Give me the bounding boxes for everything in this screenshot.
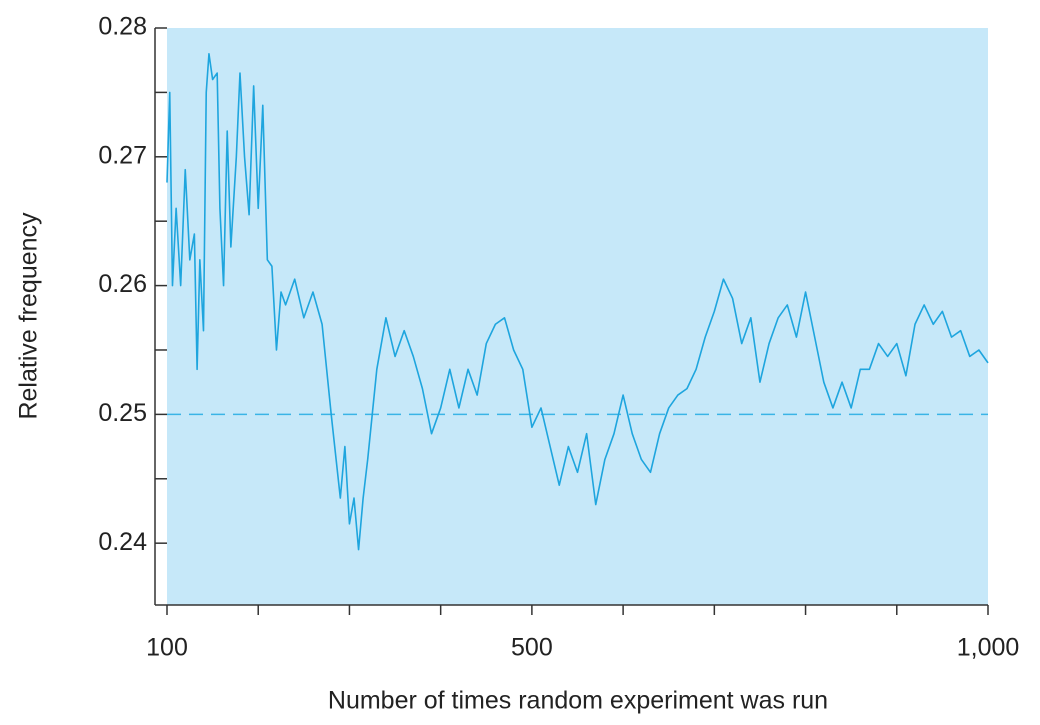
plot-background — [167, 28, 988, 605]
x-tick-label: 1,000 — [957, 634, 1020, 662]
x-tick-label: 100 — [146, 634, 188, 662]
x-axis-title: Number of times random experiment was ru… — [328, 687, 828, 715]
y-axis-title: Relative frequency — [15, 212, 43, 420]
y-tick-label: 0.26 — [98, 270, 147, 298]
y-tick-label: 0.24 — [98, 528, 147, 556]
y-tick-label: 0.27 — [98, 141, 147, 169]
data-line — [166, 52, 989, 551]
y-tick-label: 0.25 — [98, 399, 147, 427]
x-tick-label: 500 — [511, 634, 553, 662]
y-tick-label: 0.28 — [98, 13, 147, 41]
